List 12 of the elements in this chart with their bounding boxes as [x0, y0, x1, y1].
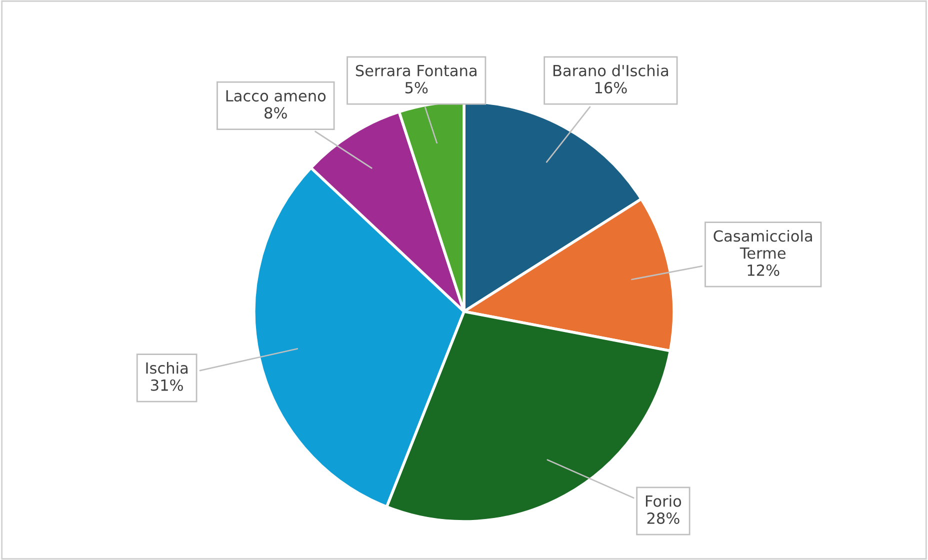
- slice-label: Serrara Fontana: [356, 64, 476, 76]
- data-label: 5%: [405, 82, 428, 94]
- slice-label: Barano d'Ischia: [553, 64, 668, 76]
- data-label: 12%: [748, 264, 780, 276]
- data-label: 28%: [647, 512, 680, 524]
- slice-label: Casamicciola Terme: [714, 230, 812, 259]
- data-label: 16%: [595, 82, 627, 94]
- data-label: 31%: [151, 379, 183, 391]
- data-label: 8%: [264, 107, 287, 119]
- slice-label: Ischia: [146, 362, 188, 374]
- slice-label: Lacco ameno: [226, 90, 326, 102]
- slice-label: Forio: [646, 495, 682, 507]
